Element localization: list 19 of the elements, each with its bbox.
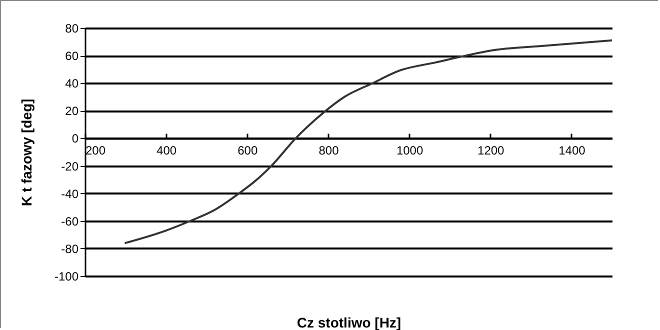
y-axis-title: K t fazowy [deg] <box>18 98 34 206</box>
x-tick-label: 1000 <box>396 144 424 158</box>
line-series <box>124 39 612 244</box>
x-tick-label: 800 <box>318 144 340 158</box>
x-tick-label: 1200 <box>478 144 505 158</box>
x-tick-label: 400 <box>156 144 177 158</box>
y-tick-label: 40 <box>65 76 79 91</box>
x-tick-label: 1400 <box>558 144 586 158</box>
y-tick-label: -80 <box>61 242 79 256</box>
y-tick-label: 60 <box>65 49 79 64</box>
y-tick-label: 20 <box>65 104 79 118</box>
y-tick-label: 80 <box>65 22 79 36</box>
y-tick-label: -20 <box>61 159 79 174</box>
x-tick-label: 600 <box>238 144 258 158</box>
y-tick-label: -60 <box>61 214 79 228</box>
y-tick-label: -100 <box>54 270 79 284</box>
y-tick-label: 0 <box>72 132 79 146</box>
y-tick-label: -40 <box>61 186 79 201</box>
x-tick-label: 200 <box>86 144 106 158</box>
